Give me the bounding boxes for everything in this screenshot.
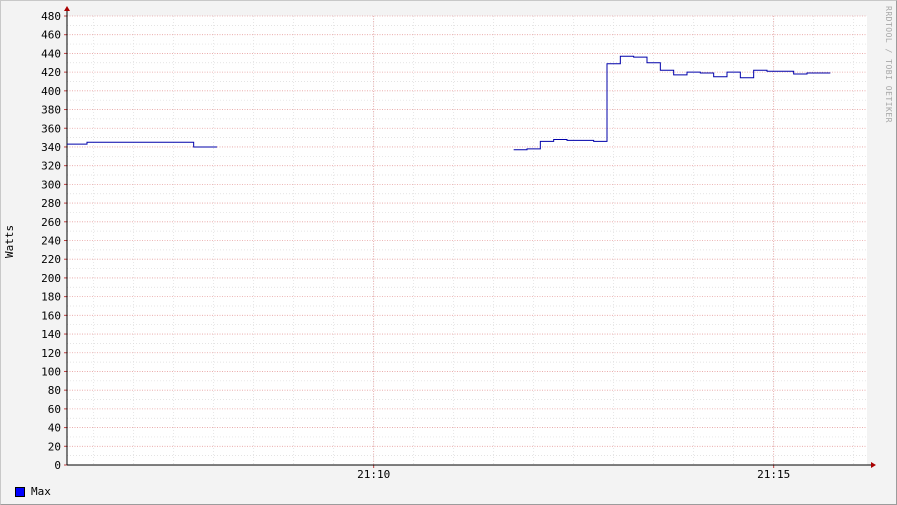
y-tick-label: 480 [41, 10, 61, 23]
y-tick-label: 280 [41, 197, 61, 210]
series-line-max-segment [67, 141, 217, 148]
y-axis-label: Watts [3, 224, 16, 258]
grid [67, 15, 867, 465]
x-tick-label: 21:15 [757, 468, 790, 481]
y-tick-label: 140 [41, 328, 61, 341]
legend-label-max: Max [31, 485, 51, 498]
y-tick-label: 160 [41, 309, 61, 322]
y-tick-label: 440 [41, 47, 61, 60]
y-tick-label: 80 [48, 384, 61, 397]
y-tick-label: 400 [41, 85, 61, 98]
y-tick-label: 260 [41, 216, 61, 229]
y-tick-label: 360 [41, 122, 61, 135]
y-tick-label: 380 [41, 104, 61, 117]
x-tick-label: 21:10 [357, 468, 390, 481]
y-tick-label: 40 [48, 422, 61, 435]
y-axis-arrow [64, 6, 70, 11]
y-tick-label: 200 [41, 272, 61, 285]
rrdtool-watermark: RRDTOOL / TOBI OETIKER [884, 6, 893, 123]
legend: Max [15, 485, 51, 498]
y-tick-label: 180 [41, 291, 61, 304]
y-tick-label: 120 [41, 347, 61, 360]
y-tick-label: 460 [41, 29, 61, 42]
y-tick-label: 60 [48, 403, 61, 416]
y-tick-label: 0 [54, 459, 61, 472]
axes [64, 6, 876, 468]
y-tick-label: 420 [41, 66, 61, 79]
y-tick-label: 20 [48, 440, 61, 453]
tick-labels: 0 20 40 60 80 100 120 140 160 180 200 220 240 260 280 3… [41, 10, 790, 481]
series-line-max-segment [513, 55, 831, 151]
legend-swatch-max [15, 486, 25, 497]
x-axis-arrow [871, 462, 876, 468]
series-lines [67, 55, 831, 151]
y-tick-label: 100 [41, 365, 61, 378]
y-tick-label: 240 [41, 235, 61, 248]
y-tick-label: 340 [41, 141, 61, 154]
y-tick-label: 220 [41, 253, 61, 266]
y-tick-label: 320 [41, 160, 61, 173]
y-tick-label: 300 [41, 178, 61, 191]
